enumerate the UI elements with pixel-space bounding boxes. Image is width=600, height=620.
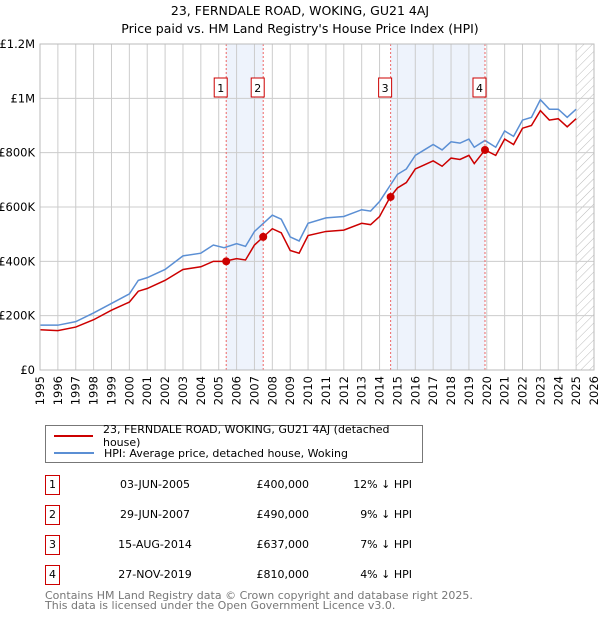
x-tick-label: 1996: [51, 376, 65, 405]
sale-hpi-diff: 7% ↓ HPI: [360, 538, 412, 551]
sale-hpi-diff: 9% ↓ HPI: [360, 508, 412, 521]
y-tick-label: £200K: [0, 309, 35, 323]
chart-subtitle: Price paid vs. HM Land Registry's House …: [121, 21, 479, 36]
sale-number-badge: 3: [45, 535, 60, 555]
sale-price: £490,000: [256, 508, 310, 521]
x-tick-label: 2014: [373, 376, 387, 405]
x-tick-label: 2021: [498, 376, 512, 405]
x-tick-label: 2005: [212, 376, 226, 405]
x-tick-label: 2022: [516, 376, 530, 405]
x-tick-label: 2013: [355, 376, 369, 405]
x-tick-label: 1998: [87, 376, 101, 405]
sale-label-box: [378, 77, 393, 98]
x-tick-label: 2026: [587, 376, 600, 405]
sale-row: 1 03-JUN-2005 £400,000 12% ↓ HPI: [45, 475, 445, 495]
x-tick-label: 2023: [533, 376, 547, 405]
x-tick-label: 2018: [444, 376, 458, 405]
footer-licence: This data is licensed under the Open Gov…: [45, 599, 396, 612]
sale-hpi-diff: 12% ↓ HPI: [353, 478, 412, 491]
hpi-line: [40, 98, 577, 326]
property-line-swatch: [54, 435, 93, 437]
y-tick-label: £800K: [0, 146, 35, 160]
sale-hpi-diff: 4% ↓ HPI: [360, 568, 412, 581]
legend-property: 23, FERNDALE ROAD, WOKING, GU21 4AJ (det…: [102, 423, 390, 449]
x-tick-label: 2019: [462, 376, 476, 405]
sale-number-badge: 1: [45, 475, 60, 495]
x-tick-label: 2011: [319, 376, 333, 405]
x-tick-label: 2006: [230, 376, 244, 405]
x-tick-label: 2024: [551, 376, 565, 405]
x-tick-label: 2008: [265, 376, 279, 405]
sale-row: 4 27-NOV-2019 £810,000 4% ↓ HPI: [45, 565, 445, 585]
price-chart: 1995 1996 1997 1998 1999 2000 2001 2002 2003 2004…: [0, 37, 600, 405]
sale-point: [259, 232, 268, 241]
x-tick-label: 1999: [104, 376, 118, 405]
sale-price: £637,000: [256, 538, 310, 551]
x-tick-label: 2000: [122, 376, 136, 405]
chart-legend: 23, FERNDALE ROAD, WOKING, GU21 4AJ (det…: [45, 423, 423, 463]
x-tick-label: 2001: [140, 376, 154, 405]
sale-date: 29-JUN-2007: [119, 508, 191, 521]
sale-point: [386, 192, 395, 201]
sale-label: 4: [476, 82, 483, 95]
sale-label: 1: [217, 82, 224, 95]
x-tick-label: 2025: [569, 376, 583, 405]
sale-number-badge: 2: [45, 505, 60, 525]
x-tick-label: 2016: [408, 376, 422, 405]
x-tick-label: 2017: [426, 376, 440, 405]
x-tick-label: 2002: [158, 376, 172, 405]
y-tick-label: £400K: [0, 254, 35, 268]
sale-label: 2: [254, 82, 261, 95]
sale-label-box: [213, 77, 228, 98]
sale-point: [480, 145, 489, 154]
x-tick-label: 2015: [390, 376, 404, 405]
legend-hpi: HPI: Average price, detached house, Woki…: [104, 446, 348, 460]
sale-point: [222, 257, 231, 266]
sale-number-badge: 4: [45, 565, 60, 585]
sale-date: 27-NOV-2019: [118, 568, 192, 581]
x-tick-label: 2004: [194, 376, 208, 405]
x-tick-label: 2010: [301, 376, 315, 405]
x-tick-label: 1995: [33, 376, 47, 405]
chart-title: 23, FERNDALE ROAD, WOKING, GU21 4AJ: [170, 3, 430, 18]
x-tick-label: 2003: [176, 376, 190, 405]
x-tick-label: 2020: [480, 376, 494, 405]
sale-date: 03-JUN-2005: [119, 478, 191, 491]
sale-row: 2 29-JUN-2007 £490,000 9% ↓ HPI: [45, 505, 445, 525]
sale-label: 3: [382, 82, 389, 95]
sale-label-box: [250, 77, 265, 98]
sale-price: £400,000: [256, 478, 310, 491]
footer-copyright: Contains HM Land Registry data © Crown c…: [45, 589, 473, 602]
plot-border: [39, 43, 595, 371]
y-tick-label: £600K: [0, 200, 35, 214]
x-tick-label: 1997: [69, 376, 83, 405]
x-tick-label: 2009: [283, 376, 297, 405]
sale-date: 15-AUG-2014: [118, 538, 192, 551]
y-tick-label: £1M: [10, 91, 35, 105]
x-tick-label: 2007: [247, 376, 261, 405]
sale-row: 3 15-AUG-2014 £637,000 7% ↓ HPI: [45, 535, 445, 555]
sale-label-box: [472, 77, 487, 98]
x-tick-label: 2012: [337, 376, 351, 405]
sale-price: £810,000: [256, 568, 310, 581]
y-tick-label: £1.2M: [0, 37, 35, 51]
y-tick-label: £0: [20, 363, 35, 377]
hpi-line-swatch: [54, 452, 94, 454]
property-price-line: [39, 109, 577, 332]
